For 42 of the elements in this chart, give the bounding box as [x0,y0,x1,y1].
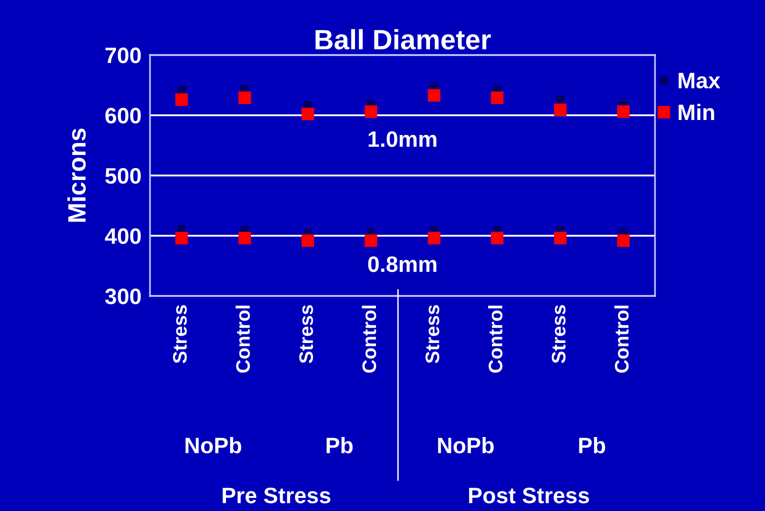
point [554,232,567,244]
x-tick-label: Stress [299,305,314,364]
annotation: 1.0mm [368,131,436,147]
text: Pb [326,437,353,454]
legend-label: Min [678,104,714,120]
x-tick-label: Stress [552,305,566,364]
point [238,232,251,244]
text: NoPb [438,437,494,454]
text: Pre Stress [222,488,330,504]
y-tick-label: 300 [105,288,141,304]
point [490,92,504,104]
y-tick-label: 600 [105,108,141,124]
annotation: 0.8mm [368,256,436,272]
point [364,105,378,118]
point [617,234,630,247]
y-tick-label: 500 [105,168,141,184]
y-tick-label: 700 [106,48,141,64]
x-tick-label: Control [614,306,629,373]
legend-label: Max [678,72,720,88]
point [302,108,314,120]
point [428,232,440,244]
x-tick-label: Stress [426,305,440,364]
point [175,232,188,244]
y-tick-label: 400 [104,228,141,244]
text: Pb [579,437,606,454]
point [238,92,251,104]
point [175,93,188,106]
text: NoPb [186,437,242,454]
x-tick-label: Control [236,306,250,373]
chart-title: Ball Diameter [316,29,491,50]
point [617,105,630,118]
x-tick-label: Control [488,306,502,373]
point [556,95,564,104]
point [364,234,378,247]
point [490,232,504,244]
point [428,89,440,102]
y-axis-title: Microns [67,128,86,222]
point [554,104,567,116]
point [302,234,314,247]
x-tick-label: Stress [173,305,187,364]
text: Post Stress [469,488,589,504]
x-tick-label: Control [362,306,376,373]
